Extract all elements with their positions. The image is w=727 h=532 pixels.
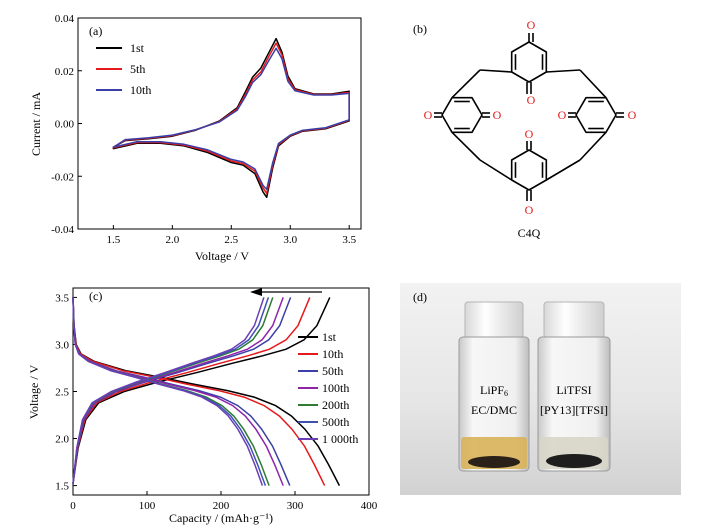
vial-2-sediment	[546, 454, 602, 468]
ring-right	[575, 96, 617, 134]
oxygen-atom: O	[558, 108, 567, 122]
panel-c-x-tick-label: 100	[139, 500, 156, 512]
panel-c-discharge-line-1 000th	[72, 297, 264, 486]
panel-c-y-tick-label: 3.0	[55, 339, 69, 351]
ch2-bridge	[579, 131, 607, 161]
oxygen-atom: O	[424, 108, 433, 122]
panel-a-y-tick-label: 0.04	[55, 13, 75, 25]
panel-c-x-tick-label: 0	[70, 500, 76, 512]
panel-a-y-axis-label: Current / mA	[29, 92, 43, 156]
panel-a-x-tick-label: 2.5	[224, 234, 238, 246]
vial-2-cap	[543, 301, 605, 339]
panel-c-x-tick-label: 300	[287, 500, 304, 512]
oxygen-atom: O	[525, 127, 534, 141]
panel-c-discharge-line-500th	[72, 297, 267, 486]
panel-c-charge-line-1st	[72, 297, 331, 484]
panel-a-x-tick-label: 2.0	[165, 234, 179, 246]
vial-1-label-subscript: 6	[504, 389, 508, 398]
panel-c-galvanostatic-chart: (c) 0 100 200 300 400 1.5 2.0 2.5 3.0 3.5 1st 10th…	[27, 287, 378, 525]
panel-c-y-tick-label: 2.0	[55, 434, 69, 446]
panel-a-legend-label-10th: 10th	[130, 83, 151, 97]
panel-a-y-tick-label: -0.04	[51, 224, 74, 236]
panel-a-x-tick-label: 3.0	[283, 234, 297, 246]
panel-c-charge-line-1 000th	[72, 297, 265, 484]
panel-a-series-line-10th	[112, 47, 350, 191]
panel-c-legend-label-50th: 50th	[322, 364, 343, 378]
panel-a-y-tick-label: 0.00	[55, 119, 75, 131]
vial-1-sediment	[468, 456, 520, 468]
vial-2-label-salt: LiTFSI	[556, 383, 591, 397]
vial-1-label-salt: LiPF	[480, 383, 504, 397]
ring-top	[510, 41, 548, 83]
ch2-bridge	[545, 159, 581, 181]
panel-c-legend-label-1st: 1st	[322, 330, 337, 344]
panel-c-discharge-line-50th	[72, 297, 291, 486]
ch2-bridge	[451, 69, 481, 99]
panel-b-structure: (b) O O O O O O O O C4Q	[413, 18, 637, 240]
panel-b-label: (b)	[413, 22, 427, 36]
panel-c-y-axis-label: Voltage / V	[27, 365, 41, 420]
panel-c-charge-line-500th	[72, 297, 270, 484]
panel-d-photo: (d) LiPF6 EC/DMC LiTFSI [PY13][TFSI]	[400, 283, 681, 495]
vial-1-cap	[464, 301, 524, 339]
ch2-bridge	[479, 69, 512, 73]
panel-a-series-line-1st	[112, 37, 350, 199]
panel-a-x-tick-label: 1.5	[107, 234, 121, 246]
panel-c-legend-label-100th: 100th	[322, 381, 349, 395]
panel-c-charge-line-10th	[72, 297, 311, 484]
oxygen-atom: O	[527, 18, 536, 32]
oxygen-atom: O	[525, 203, 534, 217]
panel-c-y-tick-label: 3.5	[55, 292, 69, 304]
vial-lipf6: LiPF6 EC/DMC	[458, 301, 530, 472]
ch2-bridge	[546, 69, 581, 73]
panel-c-x-tick-label: 200	[213, 500, 230, 512]
oxygen-atom: O	[527, 93, 536, 107]
panel-c-charge-line-200th	[72, 297, 274, 484]
panel-a-legend-label-5th: 5th	[130, 62, 145, 76]
ch2-bridge	[579, 69, 607, 99]
ch2-bridge	[479, 159, 513, 181]
panel-c-y-tick-label: 2.5	[55, 387, 69, 399]
panel-c-discharge-line-200th	[72, 297, 270, 486]
panel-a-series-line-5th	[112, 42, 350, 195]
svg-text:LiPF6: LiPF6	[480, 383, 508, 398]
panel-a-x-tick-label: 3.5	[342, 234, 356, 246]
panel-c-legend-label-10th: 10th	[322, 347, 343, 361]
panel-a-axes-frame	[77, 17, 362, 230]
panel-c-y-tick-label: 1.5	[55, 481, 69, 493]
panel-b-compound-label: C4Q	[518, 226, 541, 240]
panel-c-legend-label-500th: 500th	[322, 415, 349, 429]
oxygen-atom: O	[493, 108, 502, 122]
panel-c-x-axis-label: Capacity / (mAh·g⁻¹)	[169, 511, 273, 525]
panel-a-legend-label-1st: 1st	[130, 41, 145, 55]
panel-d-label: (d)	[413, 290, 427, 304]
panel-a-x-axis-label: Voltage / V	[195, 249, 250, 263]
panel-a-label: (a)	[89, 24, 102, 38]
panel-a-y-tick-label: 0.02	[55, 66, 74, 78]
ring-bottom	[510, 149, 548, 191]
panel-c-x-tick-label: 400	[361, 500, 378, 512]
panel-a-cv-chart: (a) 1.5 2.0 2.5 3.0 3.5 -0.04 -0.02 0.00 0.02 0.0…	[29, 13, 362, 263]
ring-left	[441, 96, 483, 134]
panel-c-label: (c)	[89, 289, 102, 303]
direction-arrow	[250, 288, 322, 296]
vial-1-label-solvent: EC/DMC	[471, 403, 517, 417]
vial-2-label-solvent: [PY13][TFSI]	[540, 403, 608, 417]
oxygen-atom: O	[628, 108, 637, 122]
panel-c-legend-label-200th: 200th	[322, 398, 349, 412]
vial-litfsi: LiTFSI [PY13][TFSI]	[537, 301, 611, 472]
panel-c-legend-label-1 000th: 1 000th	[322, 432, 358, 446]
ch2-bridge	[451, 131, 481, 161]
c4q-molecule: O O O O O O O O	[424, 18, 637, 217]
panel-a-y-tick-label: -0.02	[51, 171, 74, 183]
